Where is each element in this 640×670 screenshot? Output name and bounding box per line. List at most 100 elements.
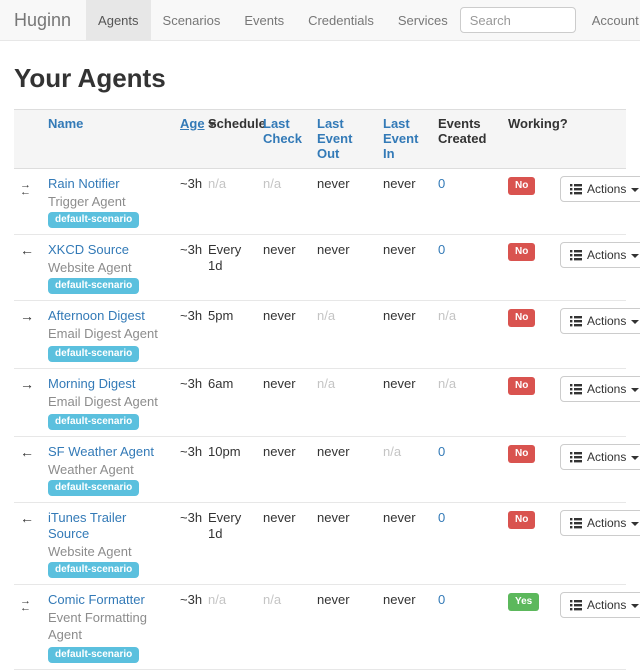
agent-row: → Afternoon Digest Email Digest Agent defau…	[14, 300, 640, 369]
actions-cell: Actions	[552, 436, 640, 503]
nav-item-events[interactable]: Events	[244, 12, 285, 28]
events-created-link[interactable]: 0	[438, 176, 446, 191]
last-event-in-cell: never	[375, 169, 430, 235]
header-name: Name	[40, 109, 172, 169]
nav-item-scenarios[interactable]: Scenarios	[162, 12, 221, 28]
arrow-left-icon: ←	[20, 242, 34, 258]
sort-by-last-event-in-link[interactable]: Last Event In	[383, 116, 419, 161]
list-icon	[570, 315, 582, 326]
chevron-down-icon	[631, 320, 640, 324]
actions-button[interactable]: Actions	[560, 592, 640, 618]
scenario-badge-line: default-scenario	[48, 342, 164, 362]
scenario-badge[interactable]: default-scenario	[48, 480, 140, 496]
header-last-check: Last Check	[255, 109, 309, 169]
scenario-badge[interactable]: default-scenario	[48, 647, 140, 663]
scenario-badge[interactable]: default-scenario	[48, 212, 140, 228]
agent-name-link[interactable]: XKCD Source	[48, 242, 129, 257]
last-check-value: never	[263, 308, 296, 323]
agent-row: → Morning Digest Email Digest Agent default…	[14, 368, 640, 437]
schedule-cell: n/a	[200, 169, 255, 235]
actions-button[interactable]: Actions	[560, 242, 640, 268]
agent-direction-cell: → ←	[14, 584, 40, 670]
agent-type-label: Email Digest Agent	[48, 326, 158, 341]
last-event-out-value: never	[317, 510, 350, 525]
last-event-out-cell: never	[309, 234, 375, 301]
last-event-out-cell: n/a	[309, 300, 375, 369]
working-status-badge: Yes	[508, 593, 540, 611]
events-created-cell: 0	[430, 502, 500, 585]
scenario-badge[interactable]: default-scenario	[48, 346, 140, 362]
arrow-left-icon: ←	[20, 510, 34, 526]
age-cell: ~3h	[172, 234, 202, 301]
last-event-in-value: never	[383, 510, 416, 525]
agent-name-cell: XKCD Source Website Agent default-scenari…	[40, 234, 172, 301]
events-created-value: n/a	[438, 376, 457, 391]
agent-name-link[interactable]: SF Weather Agent	[48, 444, 154, 459]
search-input[interactable]	[459, 7, 576, 33]
last-event-out-value: n/a	[317, 376, 336, 391]
nav-item-agents[interactable]: Agents	[86, 0, 151, 40]
agent-name-cell: SF Weather Agent Weather Agent default-sc…	[40, 436, 172, 503]
scenario-badge[interactable]: default-scenario	[48, 278, 140, 294]
events-created-link[interactable]: 0	[438, 242, 446, 257]
agents-table-body: → ← Rain Notifier Trigger Agent default-sce…	[14, 169, 640, 670]
actions-cell: Actions	[552, 300, 640, 369]
last-check-value: never	[263, 376, 296, 391]
brand-link[interactable]: Huginn	[14, 9, 72, 30]
agent-name-link[interactable]: Afternoon Digest	[48, 308, 145, 323]
arrow-right-icon: →	[20, 308, 34, 324]
events-created-link[interactable]: 0	[438, 592, 446, 607]
working-cell: No	[500, 502, 552, 585]
agent-row: → ← Rain Notifier Trigger Agent default-sce…	[14, 169, 640, 235]
age-cell: ~3h	[172, 584, 202, 670]
actions-button[interactable]: Actions	[560, 510, 640, 536]
events-created-link[interactable]: 0	[438, 444, 446, 459]
actions-button[interactable]: Actions	[560, 176, 640, 202]
agent-name-link[interactable]: Rain Notifier	[48, 176, 120, 191]
sort-by-name-link[interactable]: Name	[48, 116, 84, 131]
age-value: ~3h	[180, 308, 203, 323]
last-check-value: never	[263, 510, 296, 525]
last-event-in-value: never	[383, 242, 416, 257]
nav-item-credentials[interactable]: Credentials	[308, 12, 374, 28]
last-check-value: never	[263, 242, 296, 257]
last-event-out-value: never	[317, 592, 350, 607]
schedule-cell: Every 1d	[200, 502, 255, 585]
last-event-in-cell: never	[375, 502, 430, 585]
last-event-in-value: never	[383, 308, 416, 323]
actions-button[interactable]: Actions	[560, 308, 640, 334]
agent-name-link[interactable]: iTunes Trailer Source	[48, 510, 127, 541]
schedule-value: Every 1d	[208, 510, 242, 541]
exchange-icon: → ←	[20, 179, 31, 198]
actions-button[interactable]: Actions	[560, 376, 640, 402]
actions-cell: Actions	[552, 584, 640, 670]
sort-by-last-check-link[interactable]: Last Check	[263, 116, 303, 146]
agent-name-link[interactable]: Morning Digest	[48, 376, 136, 391]
list-icon	[570, 249, 582, 260]
list-icon	[570, 383, 582, 394]
age-cell: ~3h	[172, 502, 203, 585]
scenario-badge[interactable]: default-scenario	[48, 562, 140, 578]
actions-button-label: Actions	[587, 314, 627, 328]
agent-subtitle: Weather Agent default-scenario	[48, 461, 164, 496]
schedule-value: Every 1d	[208, 242, 242, 273]
agent-name-link[interactable]: Comic Formatter	[48, 592, 145, 607]
main-content: Your Agents Name Age Schedule Last Check	[0, 63, 640, 670]
events-created-link[interactable]: 0	[438, 510, 446, 525]
agent-row: ← SF Weather Agent Weather Agent default-s…	[14, 436, 640, 503]
sort-by-age-link[interactable]: Age	[180, 116, 205, 131]
age-value: ~3h	[180, 510, 203, 525]
header-actions-col	[552, 109, 626, 169]
actions-button-label: Actions	[587, 182, 627, 196]
account-menu[interactable]: Account	[592, 13, 640, 28]
sort-by-last-event-out-link[interactable]: Last Event Out	[317, 116, 353, 161]
list-icon	[570, 183, 582, 194]
navbar: Huginn Agents Scenarios Events Credentia…	[0, 0, 640, 41]
schedule-cell: 6am	[200, 368, 255, 437]
nav-item-services[interactable]: Services	[397, 12, 448, 28]
events-created-cell: 0	[430, 234, 500, 301]
last-event-out-cell: never	[309, 584, 375, 670]
last-check-cell: never	[255, 368, 309, 437]
scenario-badge[interactable]: default-scenario	[48, 414, 140, 430]
actions-button[interactable]: Actions	[560, 444, 640, 470]
